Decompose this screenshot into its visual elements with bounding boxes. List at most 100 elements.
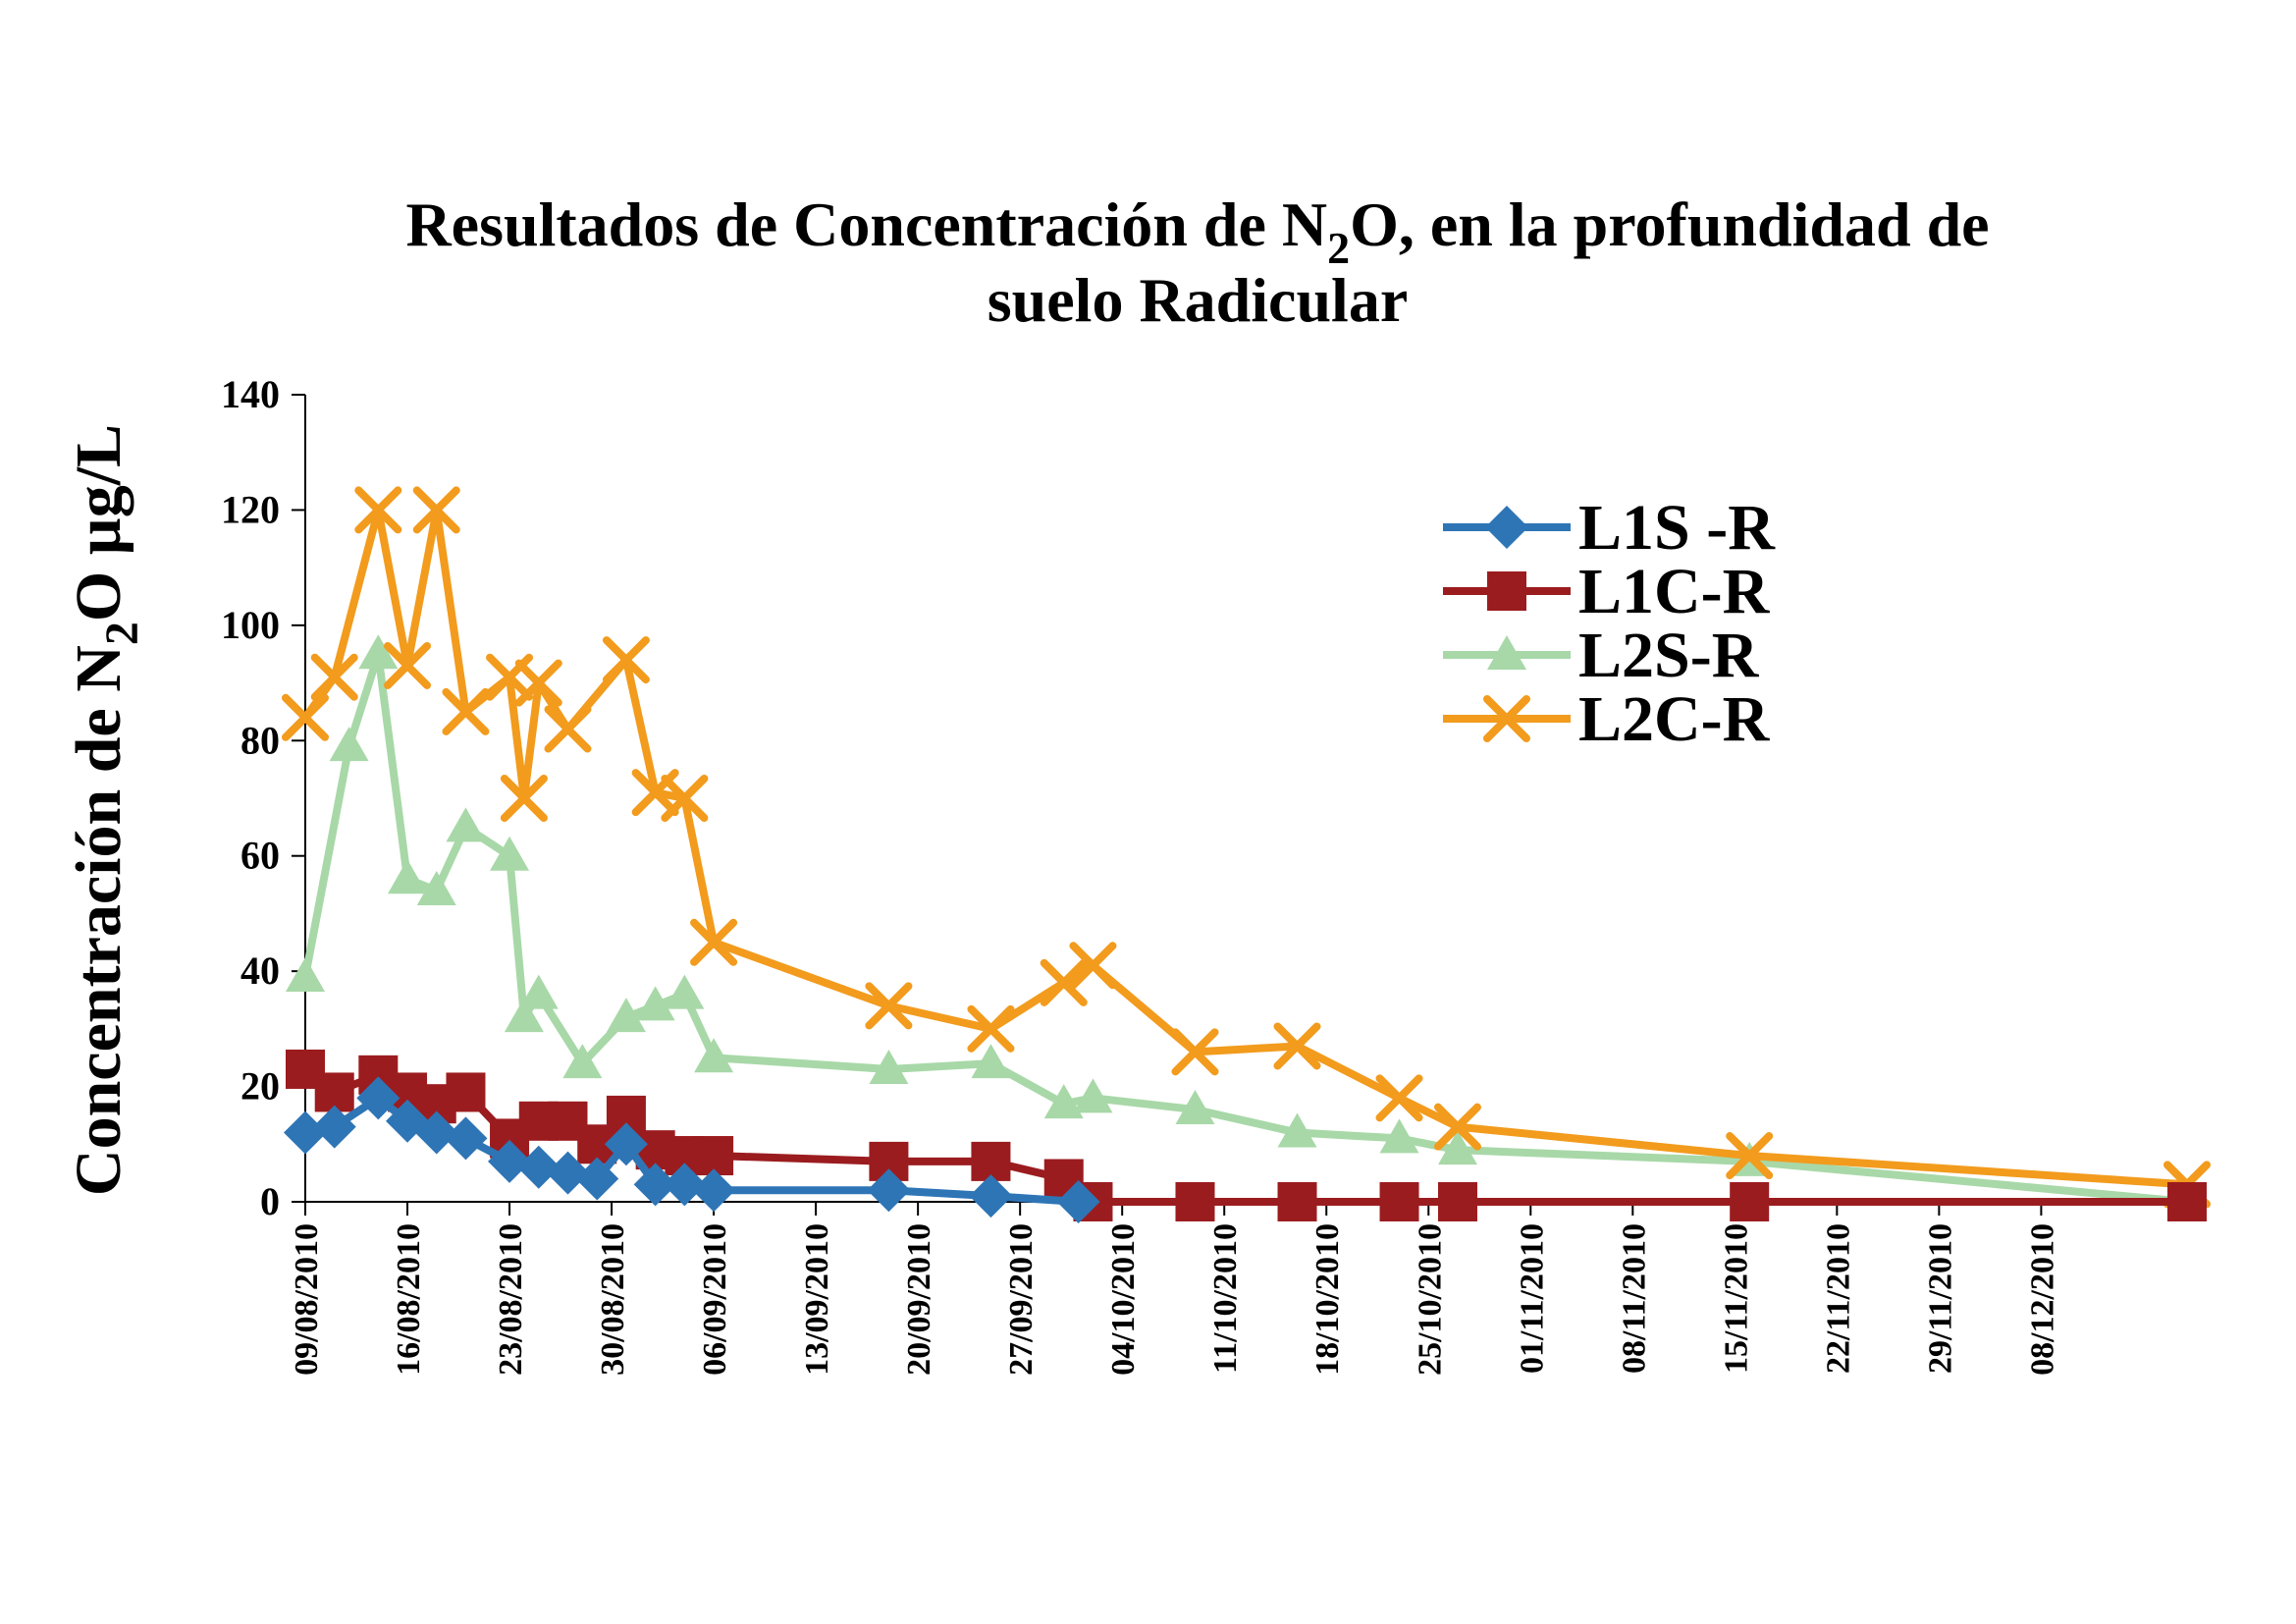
x-tick-label: 27/09/2010	[1003, 1223, 1040, 1376]
legend-marker	[1487, 571, 1526, 611]
series-line	[301, 506, 2191, 1189]
data-point	[692, 1168, 736, 1213]
data-point	[1273, 1022, 1321, 1070]
data-point	[442, 687, 490, 735]
y-tick-label: 140	[221, 372, 280, 416]
data-point	[546, 1151, 590, 1195]
x-tick-label: 06/09/2010	[697, 1223, 733, 1376]
x-tick-label: 09/08/2010	[289, 1223, 325, 1376]
data-point	[1277, 1182, 1317, 1221]
data-point	[1379, 1118, 1419, 1154]
x-tick-label: 18/10/2010	[1309, 1223, 1346, 1376]
data-point	[562, 1044, 603, 1079]
data-point	[384, 641, 432, 689]
x-tick-label: 08/11/2010	[1616, 1223, 1652, 1374]
data-point	[602, 636, 650, 684]
data-point	[633, 1163, 677, 1207]
data-point	[356, 1076, 400, 1120]
data-point	[310, 653, 358, 701]
data-point	[504, 998, 544, 1033]
data-point	[1437, 1182, 1477, 1221]
data-point	[490, 836, 530, 871]
data-point	[444, 1116, 488, 1161]
data-point	[1726, 1132, 1774, 1180]
x-tick-label: 08/12/2010	[2024, 1223, 2060, 1376]
x-tick-label: 25/10/2010	[1412, 1223, 1448, 1376]
data-point	[867, 1168, 911, 1213]
x-tick-label: 29/11/2010	[1922, 1223, 1958, 1374]
y-tick-label: 120	[221, 487, 280, 531]
legend-item: L2C-R	[1443, 683, 1771, 755]
data-point	[694, 1038, 734, 1073]
data-point	[412, 486, 460, 534]
legend-item: L1S -R	[1443, 492, 1776, 564]
data-point	[1073, 1078, 1113, 1113]
legend-label: L1C-R	[1578, 556, 1771, 627]
y-tick-label: 80	[240, 718, 280, 762]
data-point	[1040, 958, 1088, 1006]
data-point	[282, 693, 329, 741]
data-point	[606, 998, 646, 1033]
data-point	[354, 486, 402, 534]
data-point	[1171, 1028, 1219, 1076]
legend-marker	[1487, 635, 1526, 670]
data-point	[414, 1110, 458, 1155]
data-point	[635, 986, 675, 1021]
x-tick-label: 11/10/2010	[1207, 1223, 1244, 1374]
legend-marker	[1485, 506, 1528, 549]
x-tick-label: 16/08/2010	[391, 1223, 427, 1376]
data-point	[514, 659, 562, 707]
y-tick-label: 40	[240, 948, 280, 993]
data-point	[575, 1157, 619, 1201]
y-axis-label: Concentración de N2O µg/L	[63, 424, 148, 1196]
legend-marker	[1483, 695, 1530, 742]
data-point	[488, 1139, 532, 1183]
data-point	[1437, 1130, 1477, 1165]
data-point	[446, 1072, 486, 1112]
data-point	[329, 727, 369, 762]
data-point	[1277, 1112, 1317, 1148]
data-point	[1043, 1084, 1084, 1119]
data-point	[604, 1122, 648, 1166]
axes: 0 20 40 60 80 100 120 140 09/08/2010 16/08/2010 23…	[221, 372, 2187, 1376]
series-0	[284, 1076, 1100, 1223]
data-point	[500, 775, 548, 822]
y-tick-label: 0	[260, 1179, 280, 1223]
x-tick-label: 23/08/2010	[493, 1223, 529, 1376]
data-point	[2167, 1182, 2207, 1221]
data-point	[690, 918, 738, 966]
y-tick-label: 100	[221, 603, 280, 647]
data-point	[1433, 1103, 1481, 1151]
data-point	[416, 870, 456, 905]
data-point	[312, 1105, 356, 1149]
data-point	[446, 807, 486, 842]
data-point	[663, 1163, 707, 1207]
data-point	[1175, 1090, 1215, 1125]
data-point	[865, 982, 913, 1030]
chart-title-line1: Resultados de Concentración de N2O, en l…	[405, 189, 1989, 273]
x-tick-label: 13/09/2010	[799, 1223, 835, 1376]
data-point	[971, 1044, 1011, 1079]
data-point	[1379, 1182, 1419, 1221]
x-tick-label: 20/09/2010	[901, 1223, 937, 1376]
chart-title-line2: suelo Radicular	[988, 265, 1408, 335]
data-point	[286, 957, 325, 993]
data-point	[1056, 1180, 1100, 1223]
x-tick-label: 30/08/2010	[595, 1223, 631, 1376]
legend-item: L1C-R	[1443, 556, 1771, 627]
data-point	[1730, 1182, 1770, 1221]
data-point	[665, 974, 705, 1009]
data-point	[1069, 942, 1117, 990]
data-point	[518, 974, 559, 1009]
data-point	[1375, 1074, 1423, 1122]
data-point	[388, 859, 428, 894]
legend-label: L2C-R	[1578, 683, 1771, 755]
data-point	[969, 1174, 1013, 1218]
data-point	[544, 705, 592, 753]
series-layer	[282, 486, 2211, 1223]
data-point	[358, 634, 399, 670]
data-point	[516, 1145, 561, 1189]
